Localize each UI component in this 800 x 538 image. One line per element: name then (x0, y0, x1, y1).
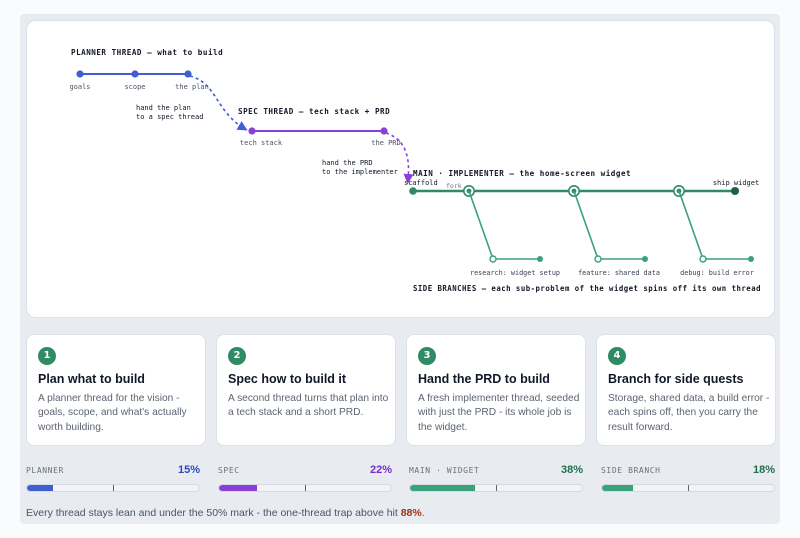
step-number-badge: 3 (418, 347, 436, 365)
meter-track (218, 484, 392, 492)
branch-line-feature (573, 190, 645, 260)
meter-percent: 22% (369, 464, 392, 476)
meter-fill (410, 485, 476, 491)
branch-end-debug (748, 256, 754, 262)
meter-threshold-mark (496, 485, 497, 491)
planner-node-label: scope (124, 83, 145, 91)
branch-end-research (537, 256, 543, 262)
step-description: A second thread turns that plan into a t… (228, 393, 389, 419)
step-number-badge: 2 (228, 347, 246, 365)
step-description: A fresh implementer thread, seeded with … (418, 393, 580, 433)
thread-diagram-svg: PLANNER THREAD – what to build goals sco… (69, 48, 761, 293)
meter-planner: PLANNER 15% (26, 464, 200, 494)
meter-percent: 38% (560, 464, 583, 476)
step-description: A planner thread for the vision - goals,… (38, 393, 187, 433)
meter-main-widget: MAIN · WIDGET 38% (409, 464, 583, 494)
branch-line-research (468, 190, 540, 260)
handoff-arrow-plan-to-spec (189, 75, 248, 131)
step-card-plan: 1 Plan what to build A planner thread fo… (26, 334, 206, 446)
meter-name: MAIN · WIDGET (409, 466, 480, 475)
step-title: Spec how to build it (228, 372, 347, 386)
step-title: Plan what to build (38, 372, 145, 386)
meter-track (26, 484, 200, 492)
planner-node-goals (76, 70, 84, 78)
spec-node-label: the PRD (371, 139, 401, 147)
spec-node-label: tech stack (240, 139, 283, 147)
meter-name: SIDE BRANCH (601, 466, 661, 475)
step-number-badge: 1 (38, 347, 56, 365)
step-description: Storage, shared data, a build error - ea… (608, 393, 770, 433)
step-title: Hand the PRD to build (418, 372, 550, 386)
main-thread-title: MAIN · IMPLEMENTER – the home-screen wid… (413, 169, 631, 178)
step-card-handoff: 3 Hand the PRD to build A fresh implemen… (406, 334, 586, 446)
footer-highlight: 88% (400, 507, 422, 519)
spec-node-tech-stack (248, 127, 256, 135)
branch-end-feature (642, 256, 648, 262)
meter-threshold-mark (305, 485, 306, 491)
side-branches-title: SIDE BRANCHES – each sub-problem of the … (413, 284, 761, 293)
meter-name: PLANNER (26, 466, 64, 475)
meter-track (409, 484, 583, 492)
meter-fill (27, 485, 53, 491)
planner-node-scope (131, 70, 139, 78)
branch-start-feature (594, 255, 602, 263)
branch-start-debug (699, 255, 707, 263)
planner-node-plan (184, 70, 192, 78)
step-card-spec: 2 Spec how to build it A second thread t… (216, 334, 396, 446)
meter-name: SPEC (218, 466, 240, 475)
meter-percent: 15% (177, 464, 200, 476)
meter-threshold-mark (688, 485, 689, 491)
spec-node-prd (380, 127, 388, 135)
handoff-label-plan: to a spec thread (136, 113, 203, 121)
fork-label: fork (446, 182, 462, 190)
meter-percent: 18% (752, 464, 775, 476)
branch-line-debug (678, 190, 751, 260)
handoff-label-plan: hand the plan (136, 104, 191, 112)
meter-fill (602, 485, 633, 491)
planner-node-label: goals (69, 83, 90, 91)
branch-label-debug: debug: build error (680, 269, 754, 277)
thread-diagram: PLANNER THREAD – what to build goals sco… (26, 20, 775, 318)
main-end-label: ship widget (713, 179, 759, 187)
footer-note: Every thread stays lean and under the 50… (26, 507, 425, 519)
footer-text: Every thread stays lean and under the 50… (26, 507, 401, 519)
handoff-arrow-prd-to-implementer (385, 132, 414, 184)
handoff-label-prd: to the implementer (322, 168, 398, 176)
meter-fill (219, 485, 257, 491)
meter-track (601, 484, 775, 492)
planner-thread-title: PLANNER THREAD – what to build (71, 48, 223, 57)
footer-end: . (421, 507, 425, 519)
handoff-label-prd: hand the PRD (322, 159, 373, 167)
step-title: Branch for side quests (608, 372, 744, 386)
step-card-branch: 4 Branch for side quests Storage, shared… (596, 334, 776, 446)
main-start-label: scaffold (404, 179, 438, 187)
branch-start-research (489, 255, 497, 263)
step-number-badge: 4 (608, 347, 626, 365)
branch-label-research: research: widget setup (470, 269, 560, 277)
spec-thread-title: SPEC THREAD – tech stack + PRD (238, 107, 390, 116)
main-node-ship (731, 187, 739, 195)
meter-threshold-mark (113, 485, 114, 491)
meter-spec: SPEC 22% (218, 464, 392, 494)
meter-side-branch: SIDE BRANCH 18% (601, 464, 775, 494)
main-node-scaffold (409, 187, 417, 195)
planner-node-label: the plan (175, 83, 209, 91)
branch-label-feature: feature: shared data (578, 269, 660, 277)
